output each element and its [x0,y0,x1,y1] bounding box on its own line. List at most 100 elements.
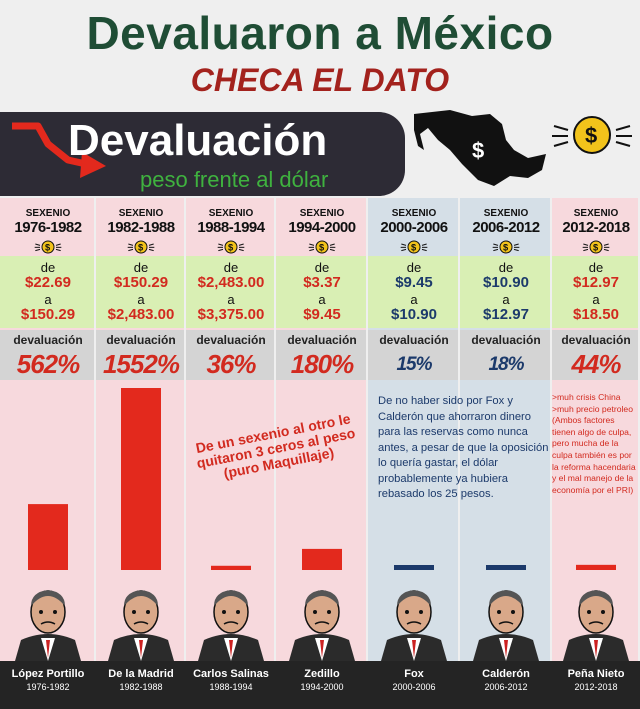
dollar-coin-icon: $ [492,240,520,254]
president-caricature-icon [198,590,264,661]
president-name: Fox [404,668,424,680]
president-caricature-icon [108,590,174,661]
from-label: de [223,260,239,275]
sexenio-label: SEXENIO [118,208,164,219]
devaluation-heading: Devaluación [68,116,328,165]
sexenio-column: SEXENIO 2012-2018 $ de $12.97 a $18.50 devaluac… [552,198,640,388]
devaluation-percent: 18% [488,354,524,375]
devaluation-label: devaluación [106,333,176,347]
svg-text:$: $ [472,138,484,163]
from-rate: $22.69 [25,274,71,291]
devaluation-band [368,330,458,380]
to-rate: $10.90 [391,306,437,323]
exchange-band [96,256,184,328]
sexenio-label: SEXENIO [25,208,71,219]
to-label: a [227,292,235,307]
sexenio-label: SEXENIO [573,208,619,219]
president-years: 2000-2006 [392,682,436,692]
sexenio-label: SEXENIO [208,208,254,219]
president-name: Carlos Salinas [193,668,269,680]
mexico-map-icon: $ [414,110,546,186]
sexenio-label: SEXENIO [483,208,529,219]
devaluation-panel [0,112,405,196]
from-rate: $9.45 [395,274,433,291]
sexenio-column: SEXENIO 2006-2012 $ de $10.90 a $12.97 devaluac… [460,198,552,388]
exchange-band [0,256,94,328]
svg-text:$: $ [585,123,597,148]
sexenio-years: 1982-1988 [107,219,175,236]
devaluation-subheading: peso frente al dólar [140,167,329,192]
note-pena-nieto: >muh crisis China >muh precio petroleo (… [552,392,636,495]
from-label: de [40,260,56,275]
footer-bar [0,661,640,709]
president-caricature-icon [473,590,539,661]
footer-president: Peña Nieto 2012-2018 [552,668,640,692]
sexenio-column: SEXENIO 1994-2000 $ de $3.37 a $9.45 devaluació… [276,198,368,388]
devaluation-label: devaluación [379,333,449,347]
devaluation-label: devaluación [196,333,266,347]
devaluation-label: devaluación [561,333,631,347]
from-label: de [406,260,422,275]
svg-text:$: $ [503,242,509,252]
from-label: de [133,260,149,275]
sexenio-years: 2012-2018 [562,219,630,236]
to-rate: $18.50 [573,306,619,323]
to-rate: $3,375.00 [197,306,265,323]
note-fox-calderon: De no haber sido por Fox y Calderón que … [378,395,549,500]
devaluation-label: devaluación [471,333,541,347]
svg-text:$: $ [411,242,417,252]
sexenio-years: 2000-2006 [380,219,448,236]
dollar-coin-icon: $ [308,240,336,254]
president-years: 1994-2000 [300,682,344,692]
svg-text:$: $ [138,242,144,252]
devaluation-percent: 36% [206,349,256,379]
page-title: Devaluaron a México [86,7,554,59]
president-years: 2012-2018 [574,682,618,692]
svg-text:$: $ [319,242,325,252]
footer-president: Calderón 2006-2012 [460,668,552,692]
devaluation-percent: 1552% [103,349,180,379]
to-rate: $12.97 [483,306,529,323]
from-label: de [498,260,514,275]
downward-trend-arrow-icon [12,122,106,178]
president-name: De la Madrid [108,668,174,680]
from-label: de [314,260,330,275]
dollar-coin-icon: $ [127,240,155,254]
president-caricature-icon [15,590,81,661]
president-name: Peña Nieto [567,668,625,680]
to-rate: $9.45 [303,306,341,323]
president-caricature-icon [289,590,355,661]
devaluation-band [460,330,550,380]
dollar-coin-icon: $ [552,116,632,154]
devaluation-band [96,330,184,380]
to-label: a [502,292,510,307]
page-subtitle: CHECA EL DATO [190,62,450,98]
devaluation-band [186,330,274,380]
president-years: 1988-1994 [209,682,253,692]
dollar-coin-icon: $ [34,240,62,254]
from-rate: $2,483.00 [197,274,265,291]
svg-text:$: $ [228,242,234,252]
from-rate: $12.97 [573,274,619,291]
devaluation-band [552,330,638,380]
sexenio-label: SEXENIO [391,208,437,219]
devaluation-percent: 180% [290,349,355,379]
dollar-coin-icon: $ [217,240,245,254]
from-label: de [588,260,604,275]
president-years: 1976-1982 [26,682,70,692]
to-label: a [318,292,326,307]
sexenio-column: SEXENIO 1982-1988 $ de $150.29 a $2,483.00 deva… [96,198,186,388]
footer-president: López Portillo 1976-1982 [0,668,96,692]
devaluation-label: devaluación [287,333,357,347]
sexenio-years: 2006-2012 [472,219,540,236]
devaluation-percent: 15% [396,354,432,375]
devaluation-label: devaluación [13,333,83,347]
exchange-band [368,256,458,328]
dollar-coin-icon: $ [400,240,428,254]
devaluation-band [276,330,366,380]
president-caricature-icon [381,590,447,661]
to-label: a [137,292,145,307]
devaluation-band [0,330,94,380]
sexenio-label: SEXENIO [299,208,345,219]
dollar-coin-icon: $ [582,240,610,254]
